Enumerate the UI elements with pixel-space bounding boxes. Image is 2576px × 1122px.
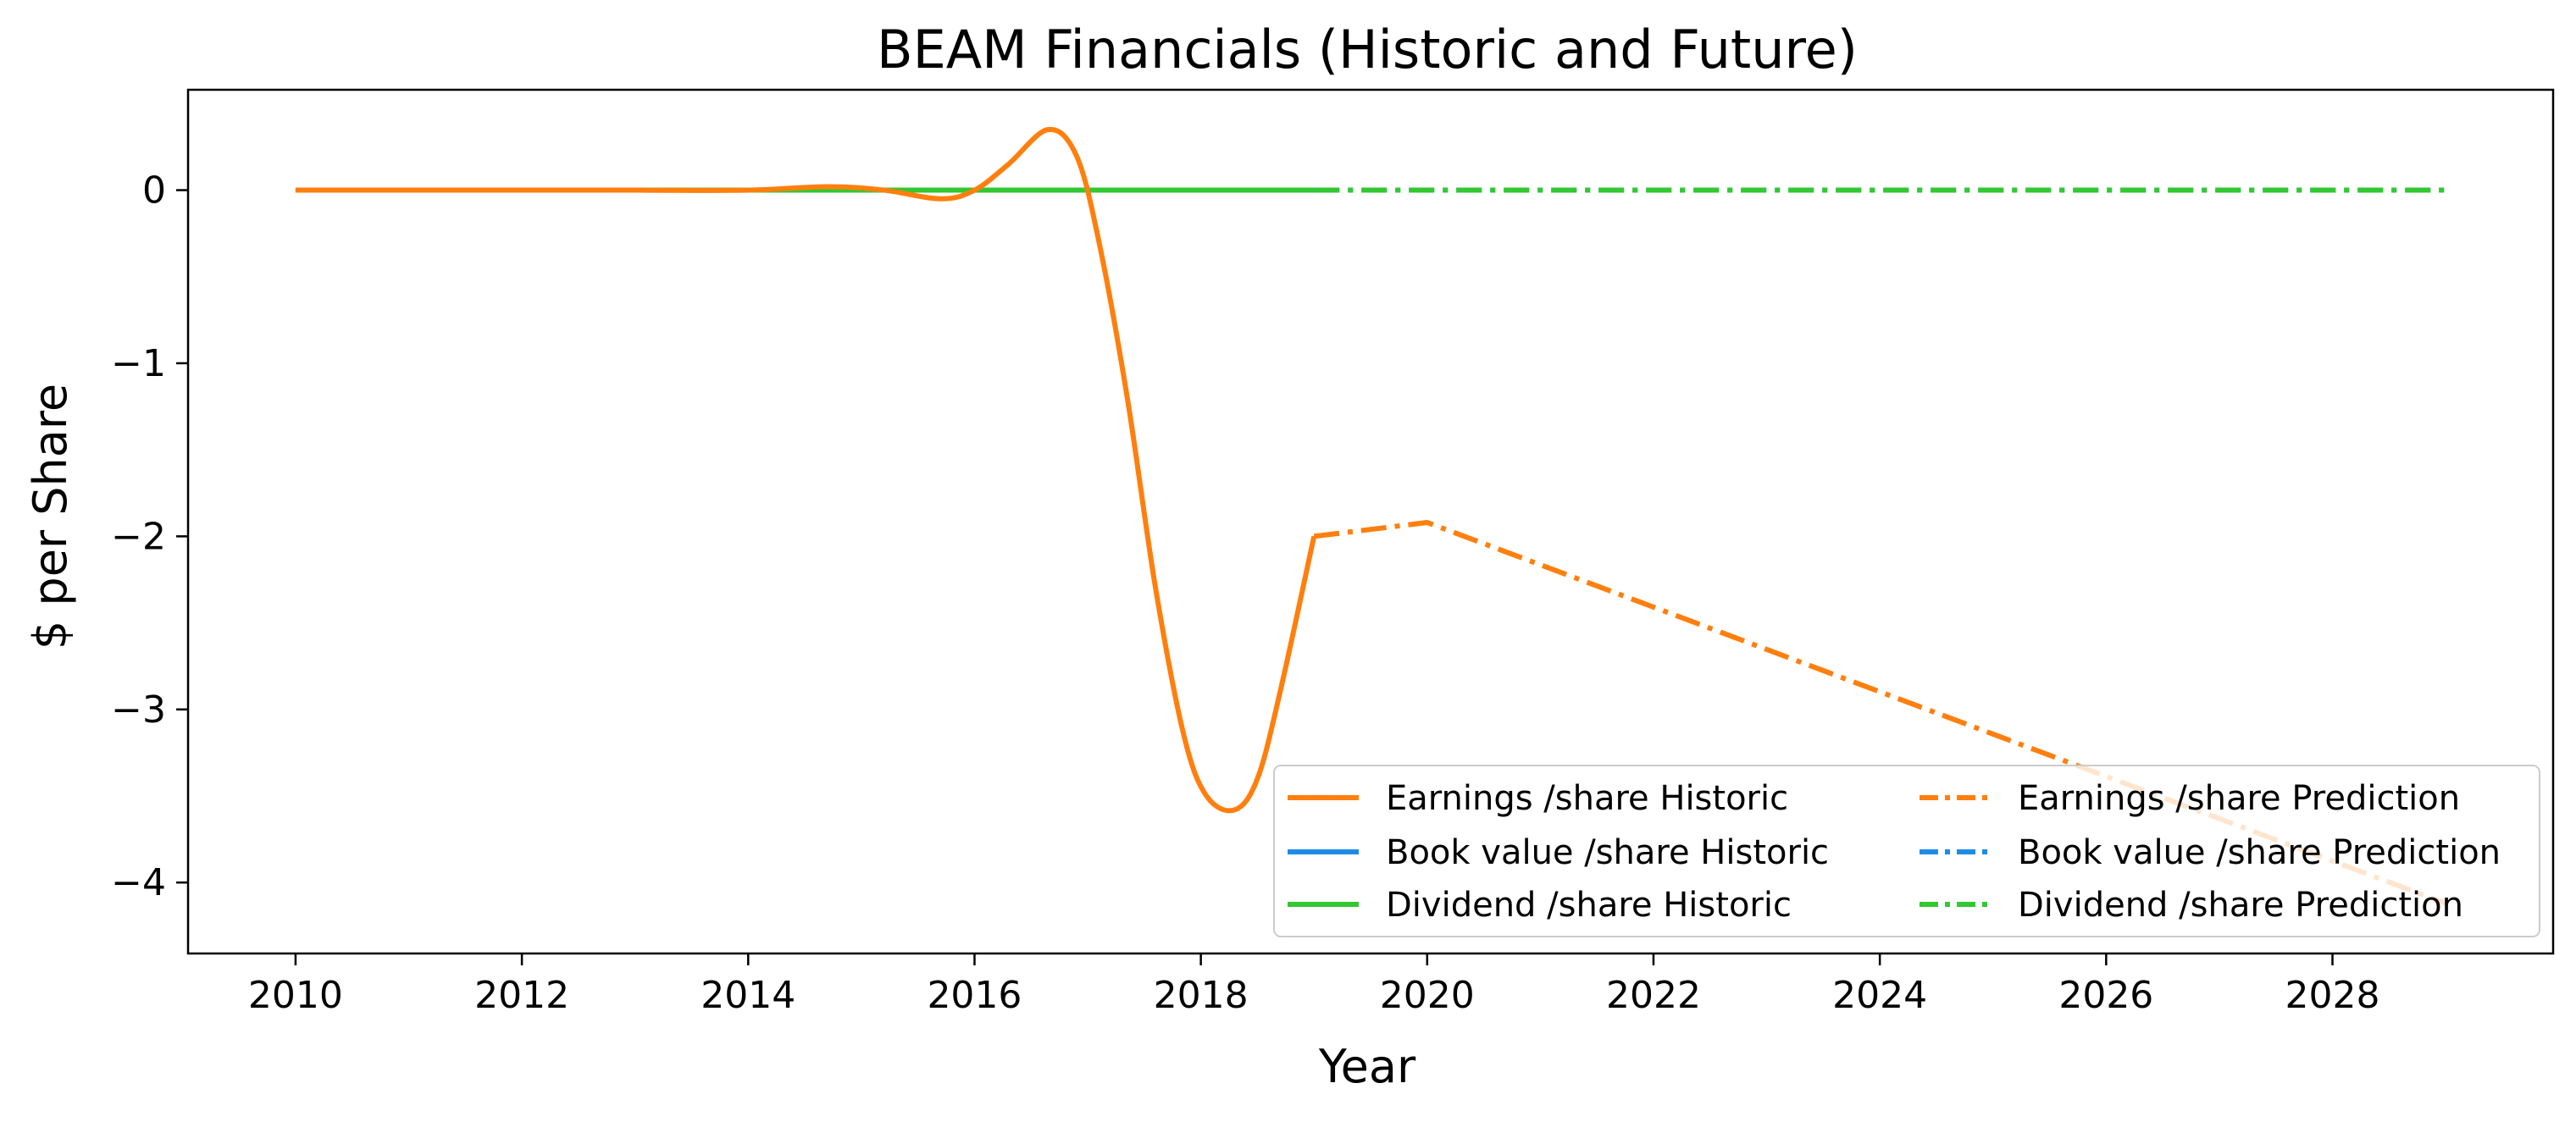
x-tick-label: 2024 [1832,974,1927,1017]
legend-label: Book value /share Prediction [2018,833,2501,872]
x-tick-label: 2016 [927,974,1022,1017]
y-tick-label: −4 [111,861,166,904]
x-tick-label: 2010 [248,974,343,1017]
x-tick-label: 2014 [701,974,795,1017]
legend-label: Earnings /share Historic [1386,779,1788,818]
legend-label: Dividend /share Prediction [2018,886,2463,925]
legend-label: Book value /share Historic [1386,833,1829,872]
chart-title: BEAM Financials (Historic and Future) [877,19,1858,80]
x-axis-label: Year [1318,1040,1416,1093]
y-tick-label: −3 [111,688,166,732]
axes-frame [186,88,2555,955]
y-tick-label: −1 [111,342,166,385]
x-tick-label: 2028 [2285,974,2380,1017]
y-tick-label: 0 [142,169,166,213]
x-tick-label: 2012 [474,974,569,1017]
y-tick-label: −2 [111,515,166,558]
x-tick-label: 2026 [2058,974,2153,1017]
y-axis-label: $ per Share [24,384,77,649]
x-tick-label: 2022 [1606,974,1701,1017]
legend: Earnings /share Historic Book value /shar… [1273,765,2540,937]
series-line-earnings-share-historic [295,126,1317,814]
series-line-earnings-share-prediction [1313,520,2447,906]
plot-area: 2010 2012 2014 2016 2018 2020 2022 2024 2026 2028… [111,88,2555,1017]
x-tick-label: 2018 [1154,974,1249,1017]
x-tick-label: 2020 [1380,974,1475,1017]
legend-label: Earnings /share Prediction [2018,779,2460,818]
legend-label: Dividend /share Historic [1386,886,1792,925]
legend-box [1273,765,2540,937]
